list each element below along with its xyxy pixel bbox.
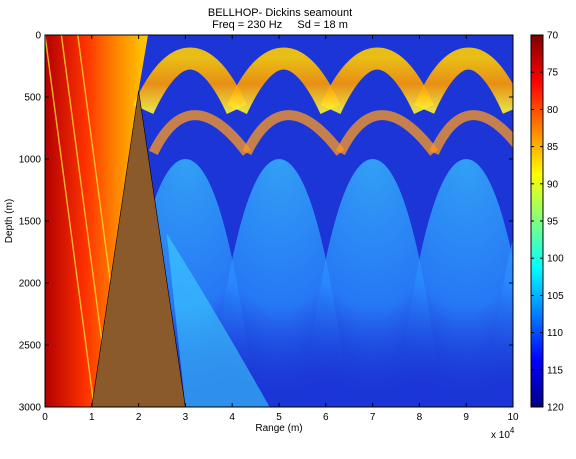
reflection-band-lower [148,110,251,156]
colorbar-tick-label: 75 [547,68,559,79]
x-axis-label: Range (m) [255,423,302,434]
y-tick-label: 2500 [19,341,42,352]
x-multiplier: x 104 [491,426,515,441]
colorbar-tick-label: 100 [547,254,564,265]
x-tick-label: 4 [229,412,235,423]
x-tick-label: 8 [417,412,423,423]
heatmap-cone [485,238,513,407]
x-tick-label: 0 [42,412,48,423]
x-tick-label: 3 [183,412,189,423]
chart-subtitle: Freq = 230 Hz Sd = 18 m [212,19,348,31]
x-multiplier-exponent: 4 [510,426,515,435]
reflection-band [320,47,435,115]
heatmap-cone [396,159,513,407]
x-tick-label: 5 [276,412,282,423]
chart-title: BELLHOP- Dickins seamount [208,7,352,19]
x-tick-label: 9 [463,412,469,423]
colorbar-tick-label: 115 [547,365,563,376]
colorbar-tick-label: 95 [547,217,559,228]
reflection-band [133,47,247,115]
y-tick-label: 2000 [19,279,42,290]
reflection-band-lower [242,110,345,156]
x-tick-label: 2 [136,412,142,423]
colorbar-tick-label: 80 [547,105,559,116]
near-field-fill [45,35,148,407]
reflection-band-lower [429,110,513,155]
y-tick-label: 500 [24,93,41,104]
x-tick-label: 7 [370,412,376,423]
colorbar-tick-label: 85 [547,142,559,153]
colorbar-ticks: 70 75 80 85 90 95 100 105 110 115 120 [531,31,564,414]
x-tick-label: 1 [89,412,95,423]
seamount [91,90,186,407]
colorbar-tick-label: 120 [547,403,564,414]
colorbar-tick-label: 70 [547,31,559,42]
x-multiplier-base: x 10 [491,430,510,441]
y-tick-label: 3000 [19,403,42,414]
y-tick-label: 1500 [19,217,42,228]
colorbar-tick-label: 90 [547,179,559,190]
heatmap-cyan-fan [166,233,270,407]
reflection-band [413,47,513,114]
y-tick-label: 1000 [19,155,42,166]
y-axis: 0 500 1000 1500 2000 2500 3000 [19,31,513,414]
y-axis-label: Depth (m) [4,199,15,243]
colorbar-tick-label: 105 [547,291,564,302]
x-axis: 0 1 2 3 4 5 6 7 8 9 10 [42,35,519,423]
reflection-band-lower [335,110,439,156]
near-field-ray [45,35,95,407]
heatmap-plot-area [45,35,513,407]
y-tick-label: 0 [35,31,41,42]
reflection-band [226,47,341,115]
chart-title-group: BELLHOP- Dickins seamount Freq = 230 Hz … [208,7,352,31]
colorbar-tick-label: 110 [547,328,563,339]
x-tick-label: 6 [323,412,329,423]
surface-reflection-bands [133,47,513,156]
x-tick-label: 10 [507,412,519,423]
colorbar: 70 75 80 85 90 95 100 105 110 115 120 [530,31,564,414]
